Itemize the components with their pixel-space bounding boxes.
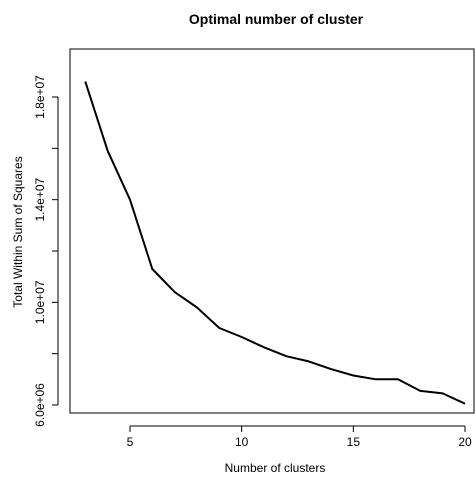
x-tick-label: 15 — [347, 435, 361, 449]
x-axis-label: Number of clusters — [225, 461, 326, 475]
y-axis: 6.0e+06 1.0e+07 1.4e+07 1.8e+07 — [33, 75, 59, 427]
x-axis: 5 10 15 20 — [127, 425, 472, 449]
wss-line — [84, 81, 466, 405]
y-tick-label: 1.4e+07 — [33, 177, 47, 221]
y-axis-label: Total Within Sum of Squares — [11, 156, 25, 307]
y-tick-label: 1.0e+07 — [33, 280, 47, 324]
chart-title: Optimal number of cluster — [189, 11, 364, 27]
x-tick-label: 5 — [127, 435, 134, 449]
y-tick-label: 6.0e+06 — [33, 383, 47, 427]
y-tick-label: 1.8e+07 — [33, 75, 47, 119]
x-tick-label: 10 — [235, 435, 249, 449]
x-tick-label: 20 — [458, 435, 472, 449]
plot-frame — [69, 48, 475, 414]
